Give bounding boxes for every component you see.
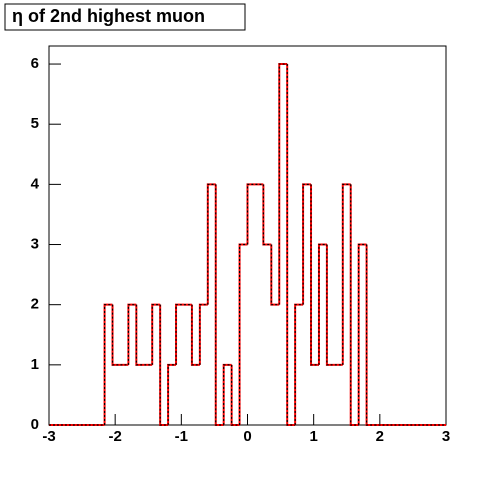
histogram-step-dash [286, 64, 296, 426]
y-tick-label: 3 [31, 235, 39, 252]
histogram-step-dash [310, 184, 319, 366]
histogram-step-dash [294, 304, 304, 425]
x-tick-label: 1 [309, 428, 317, 445]
y-tick-label: 1 [31, 356, 39, 373]
x-tick-label: -1 [175, 428, 188, 445]
histogram-step-dash [318, 243, 327, 365]
y-tick-label: 6 [31, 55, 39, 72]
x-tick-label: 0 [243, 428, 251, 445]
histogram-step-dash [366, 244, 375, 426]
histogram-step-dash [238, 243, 248, 425]
histogram-step-dash [342, 183, 351, 365]
histogram-step-dash [191, 304, 200, 366]
histogram-step-dash [231, 364, 240, 426]
histogram-step-dash [223, 364, 232, 425]
x-tick-label: 3 [442, 428, 450, 445]
histogram-step-dash [350, 184, 359, 426]
histogram-step-dash [302, 183, 312, 305]
histogram-step-dash [262, 184, 272, 246]
histogram-step-dash [278, 63, 288, 305]
title-box [4, 3, 246, 31]
y-tick-label: 2 [31, 296, 39, 313]
histogram-step-dash [246, 183, 256, 245]
y-tick-label: 5 [31, 115, 39, 132]
histogram-step-dash [151, 304, 161, 365]
y-tick-label: 4 [31, 175, 40, 192]
histogram-step-dash [358, 243, 367, 425]
histogram-step-dash [270, 244, 280, 306]
y-tick-label: 0 [31, 416, 39, 433]
chart-title: η of 2nd highest muon [12, 6, 205, 26]
x-tick-label: -2 [108, 428, 121, 445]
histogram-step-dash [135, 304, 145, 366]
histogram-step-dash [199, 304, 208, 365]
histogram-step-dash [111, 304, 121, 366]
histogram-step-dash [127, 304, 137, 365]
x-tick-label: 2 [376, 428, 384, 445]
histogram-step-dash [175, 304, 184, 365]
x-tick-label: -3 [42, 428, 55, 445]
histogram-step-dash [326, 244, 335, 366]
histogram-step-dash [207, 183, 216, 305]
histogram-step-dash [103, 304, 113, 425]
histogram-step-dash [167, 364, 177, 425]
histogram-step-dash [215, 184, 224, 426]
histogram-step-dash [159, 304, 169, 426]
